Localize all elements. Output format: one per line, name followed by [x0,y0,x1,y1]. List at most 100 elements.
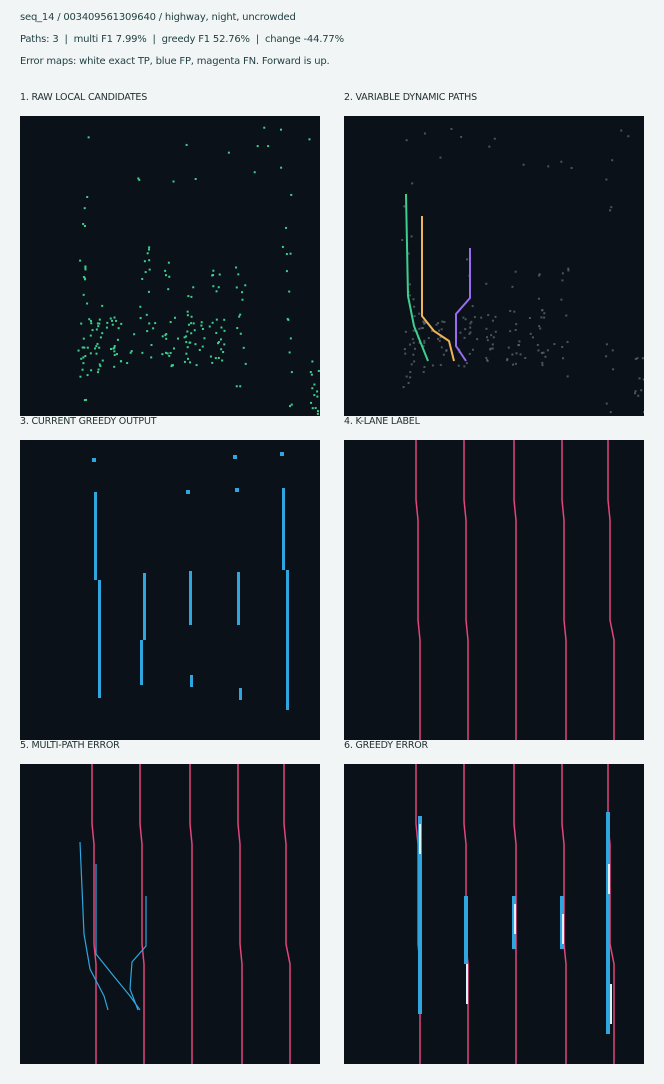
candidate-dot [88,318,91,321]
candidate-dot [438,339,441,342]
candidate-dot [198,348,201,351]
path-line [421,216,455,362]
candidate-dot [423,365,426,368]
candidate-dot [87,136,90,139]
candidate-dot [215,318,218,321]
candidate-dot [410,363,413,366]
candidate-dot [513,310,516,313]
candidate-dot [466,258,469,261]
candidate-dot [310,373,313,376]
candidate-dot [511,285,514,288]
candidate-dot [560,160,563,163]
candidate-dot [605,178,608,181]
candidate-dot [403,348,406,351]
candidate-dot [634,390,637,393]
candidate-dot [99,365,102,368]
candidate-dot [239,332,242,335]
candidate-dot [83,399,86,402]
candidate-dot [190,315,193,318]
candidate-dot [403,205,406,208]
candidate-dot [152,327,155,330]
candidate-dot [509,330,512,333]
candidate-dot [539,327,542,330]
candidate-dot [280,166,283,169]
candidate-dot [638,377,641,380]
candidate-dot [401,239,404,242]
candidate-dot [212,285,215,288]
candidate-dot [201,327,204,330]
panel-title: 6. GREEDY ERROR [344,740,428,751]
candidate-dot [211,361,214,364]
candidate-dot [308,138,311,141]
candidate-dot [82,223,85,226]
candidate-dot [642,411,644,414]
candidate-dot [190,322,193,325]
candidate-dot [84,265,87,268]
candidate-dot [223,343,226,346]
candidate-dot [506,359,509,362]
multi-error-map [20,764,320,1064]
candidate-dot [235,266,238,269]
panel-title: 5. MULTI-PATH ERROR [20,740,120,751]
candidate-dot [431,364,434,367]
candidate-dot [86,374,89,377]
candidate-dot [288,290,291,293]
candidate-dot [214,357,217,360]
candidate-dot [494,315,497,318]
candidate-dot [79,259,82,262]
candidate-dot [422,320,425,323]
candidate-dot [402,386,405,389]
candidate-dot [512,363,515,366]
candidate-dot [145,313,148,316]
candidate-dot [82,276,85,279]
candidate-dot [636,357,639,360]
candidate-dot [183,336,186,339]
candidate-dot [610,206,613,209]
candidate-dot [486,336,489,339]
candidate-dot [634,392,637,395]
candidate-dot [489,347,492,350]
candidate-dot [235,286,238,289]
candidate-dot [148,268,151,271]
candidate-dot [185,352,188,355]
candidate-dot [316,412,319,415]
candidate-dot [109,317,112,320]
candidate-dot [82,337,85,340]
candidate-dot [185,335,188,338]
candidate-dot [462,316,465,319]
candidate-dot [541,364,544,367]
lane-label [561,440,567,740]
candidate-dot [161,353,164,356]
candidate-dot [431,329,434,332]
candidate-dot [239,313,242,316]
candidate-dot [144,271,147,274]
candidate-dot [288,351,291,354]
candidate-dot [316,395,319,398]
candidate-dot [187,323,190,326]
candidate-dot [154,322,157,325]
candidate-dot [285,226,288,229]
candidate-dot [150,343,153,346]
candidate-dot [514,362,517,365]
candidate-dot [473,316,476,319]
candidate-dot [129,351,132,354]
candidate-dot [219,338,222,341]
candidate-dot [211,274,214,277]
candidate-dot [412,298,415,301]
candidate-dot [91,329,94,332]
segment [94,492,97,580]
segment [280,452,284,456]
candidate-dot [427,337,430,340]
candidate-dot [189,361,192,364]
candidate-dot [164,351,167,354]
candidate-dot [487,314,490,317]
candidate-dot [285,270,288,273]
greedy-map [20,440,320,740]
candidate-dot [190,295,193,298]
lane-label [463,440,469,740]
candidate-dot [470,320,473,323]
lane-label [607,440,615,740]
candidate-dot [221,359,224,362]
lane-label [513,440,517,740]
candidate-dot [412,353,415,356]
